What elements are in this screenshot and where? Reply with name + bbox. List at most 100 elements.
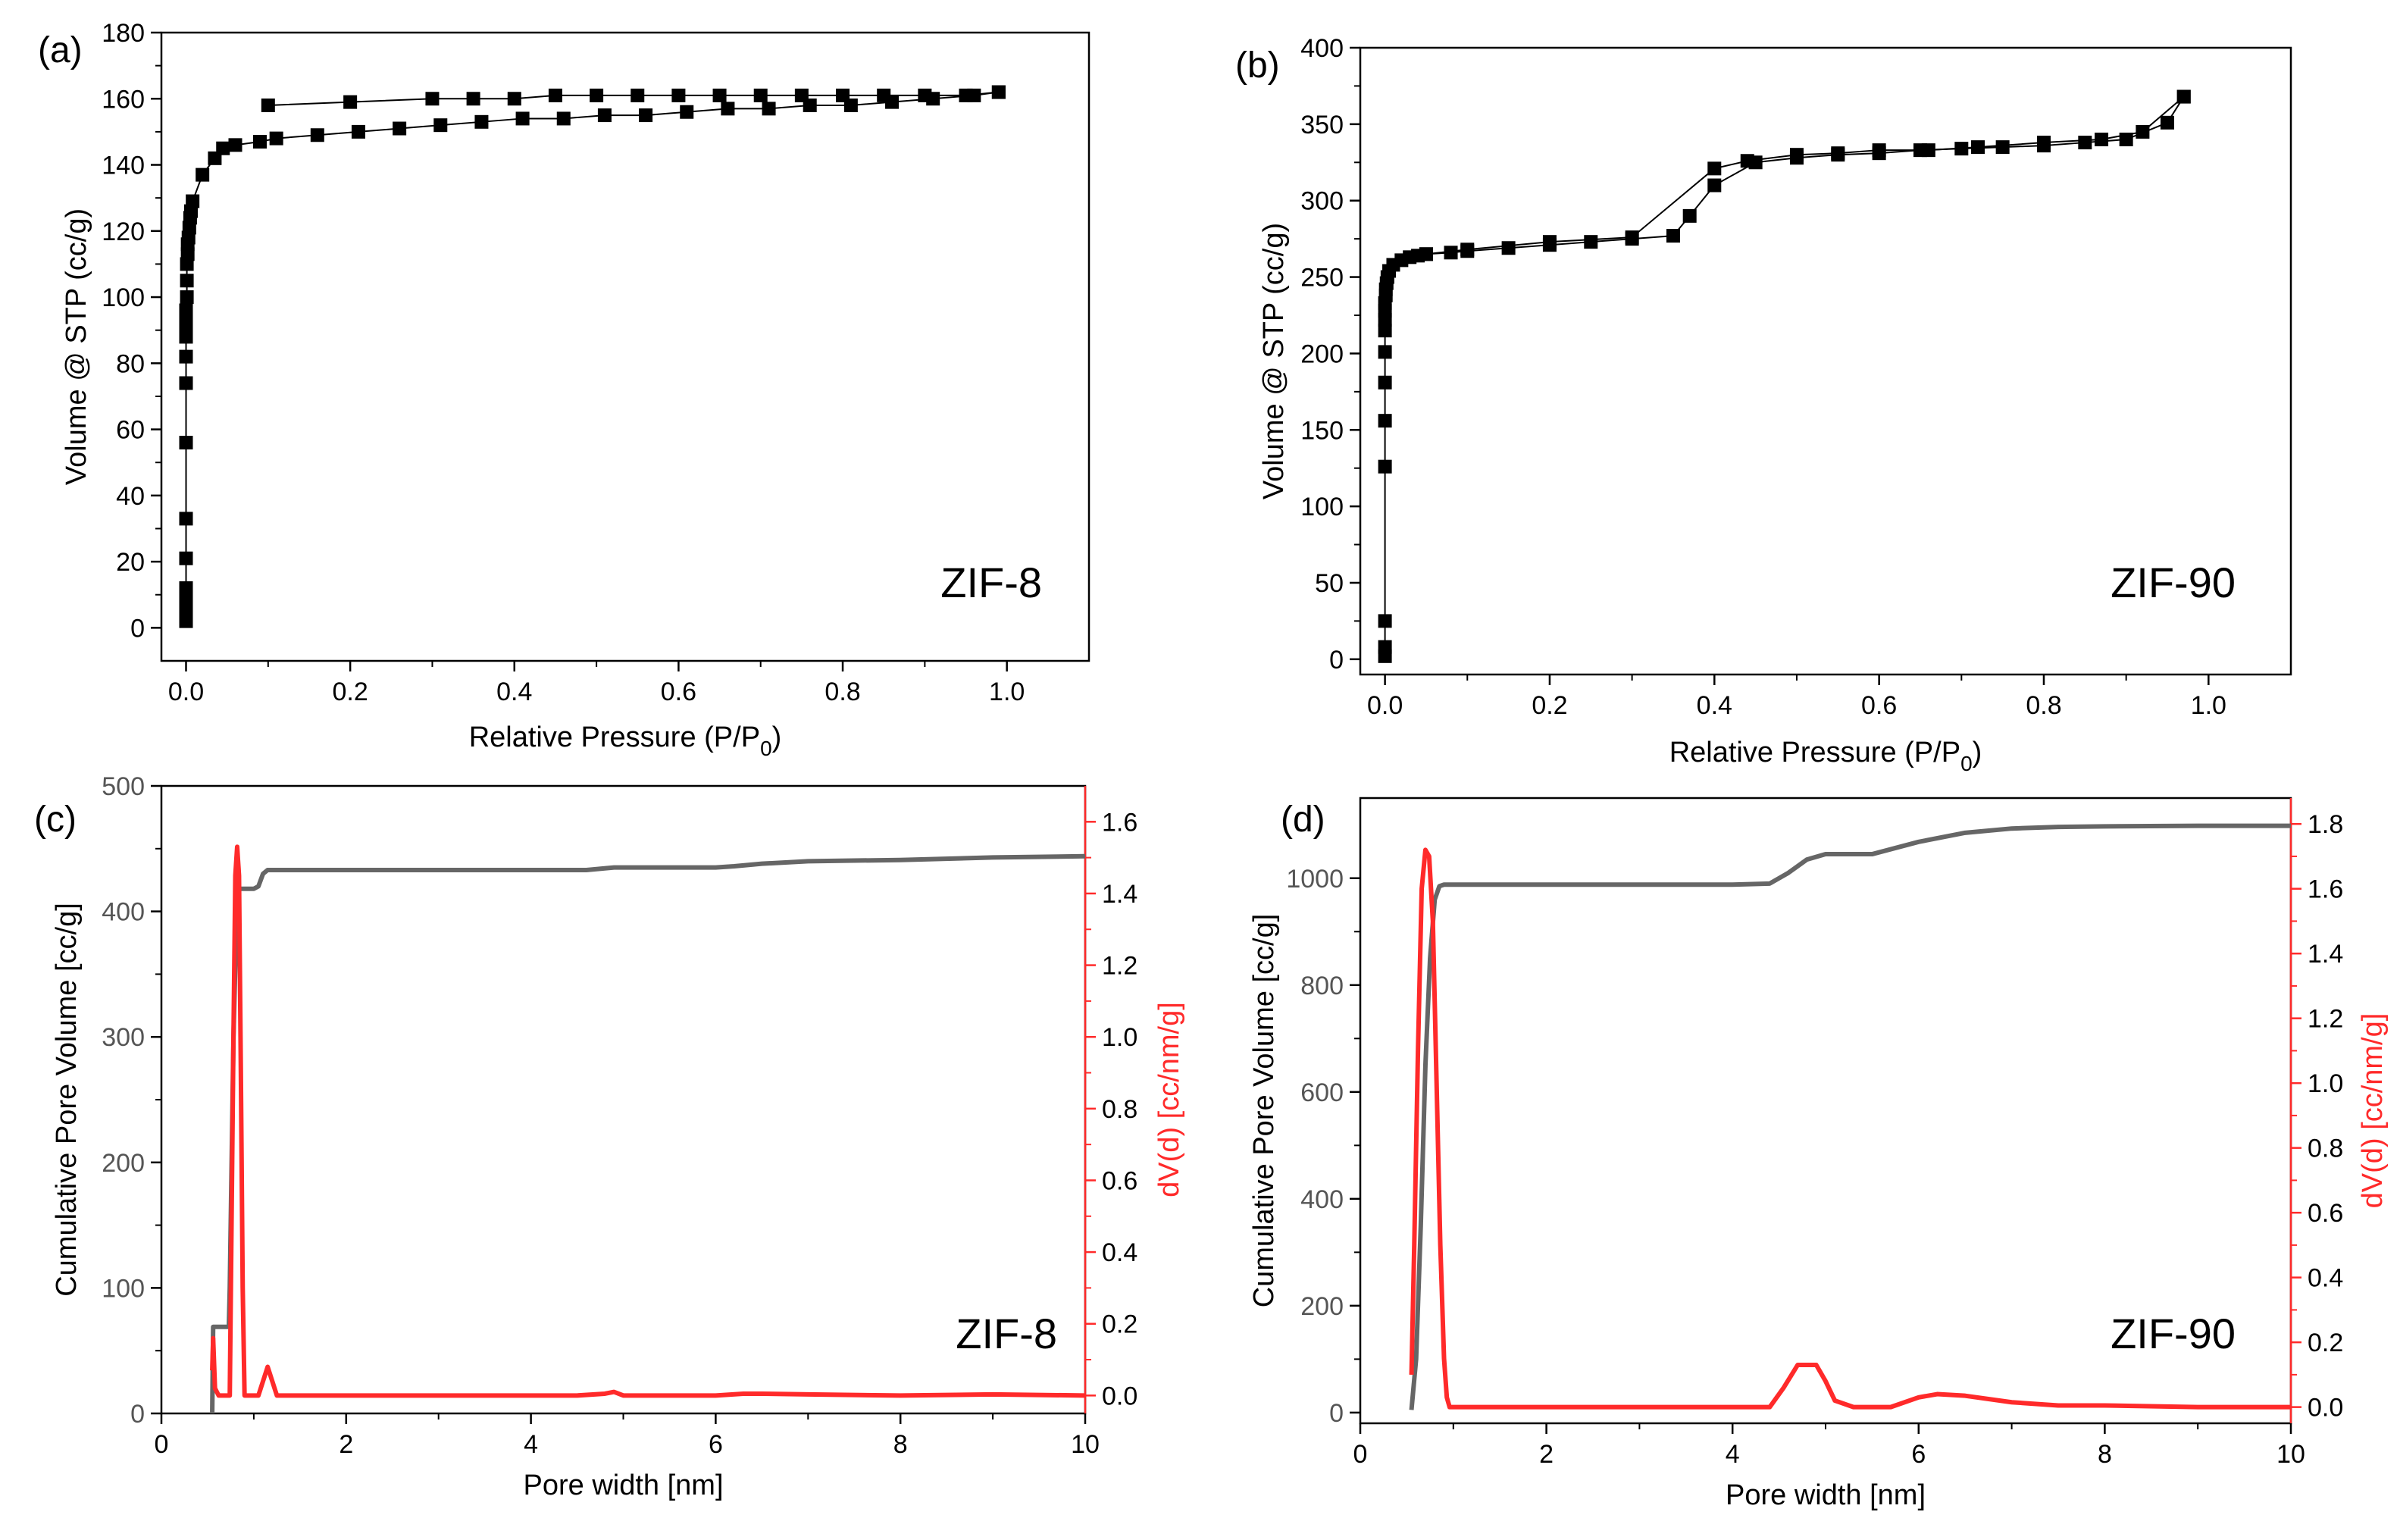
y-tick-label: 200 [1300, 340, 1344, 368]
data-point-desorption [590, 88, 604, 102]
data-point-adsorption [1378, 324, 1392, 338]
data-point-adsorption [186, 194, 200, 208]
data-point-desorption [261, 98, 275, 112]
data-point-desorption [631, 88, 645, 102]
y2-tick-label: 1.0 [2308, 1069, 2343, 1098]
panel-label: (c) [34, 800, 77, 840]
data-point-adsorption [180, 274, 194, 288]
x-tick-label: 0.0 [168, 678, 204, 706]
panel-2: 0 2 4 6 8 1001002003004005000.00.20.40.60.81.… [34, 772, 1185, 1501]
data-point-desorption [425, 92, 440, 106]
x-tick-label: 0.2 [1532, 691, 1567, 720]
y2-tick-label: 0.6 [1102, 1166, 1137, 1195]
isotherm-line-desorption [1425, 95, 2185, 255]
y-tick-label: 100 [102, 1274, 145, 1303]
sample-label: ZIF-8 [940, 559, 1042, 606]
y-tick-label: 1000 [1286, 865, 1344, 894]
data-point-desorption [2095, 133, 2109, 147]
y2-tick-label: 0.6 [2308, 1199, 2343, 1228]
data-point-desorption [918, 88, 932, 102]
y2-axis-label: dV(d) [cc/nm/g] [1153, 1002, 1185, 1197]
y2-tick-label: 1.6 [1102, 808, 1137, 837]
panel-label: (a) [38, 30, 83, 70]
x-axis-label: Pore width [nm] [1726, 1479, 1926, 1511]
data-point-desorption [712, 88, 727, 102]
data-point-adsorption [1378, 345, 1392, 359]
x-tick-label: 0.6 [1861, 691, 1897, 720]
x-tick-label: 0.8 [2026, 691, 2061, 720]
x-axis-label-sub: 0 [760, 737, 772, 760]
data-point-adsorption [762, 102, 776, 116]
y-tick-label: 60 [116, 416, 145, 445]
x-tick-label: 0.0 [1367, 691, 1403, 720]
data-point-adsorption [310, 128, 324, 142]
y-tick-label: 40 [116, 482, 145, 511]
data-point-adsorption [1666, 229, 1680, 243]
data-point-adsorption [179, 376, 193, 390]
data-point-adsorption [1584, 235, 1598, 249]
y-axis-label: Cumulative Pore Volume [cc/g] [51, 903, 83, 1297]
panel-0: 0.0 0.2 0.4 0.6 0.8 1.0 0 20 40 60 80 100 120 140 160 1… [38, 19, 1090, 760]
y2-tick-label: 0.0 [2308, 1394, 2343, 1423]
y-tick-label: 400 [1300, 34, 1344, 63]
y2-tick-label: 0.0 [1102, 1382, 1137, 1410]
x-tick-label: 8 [893, 1430, 908, 1459]
plot-frame [160, 784, 1087, 1415]
data-point-desorption [959, 88, 973, 102]
data-point-adsorption [179, 316, 193, 330]
y-tick-label: 160 [102, 85, 145, 114]
data-point-adsorption [180, 290, 194, 305]
data-point-adsorption [556, 111, 571, 126]
y2-tick-label: 0.4 [1102, 1238, 1137, 1267]
x-tick-label: 1.0 [2191, 691, 2226, 720]
psd-line [210, 844, 1086, 1398]
y2-tick-label: 1.2 [1102, 952, 1137, 981]
x-tick-label: 6 [709, 1430, 723, 1459]
y-tick-label: 400 [1300, 1185, 1344, 1214]
y-tick-label: 0 [130, 1400, 145, 1429]
data-point-adsorption [269, 131, 283, 146]
x-tick-label: 6 [1911, 1440, 1926, 1469]
data-point-desorption [2136, 124, 2150, 139]
data-point-adsorption [474, 114, 489, 129]
x-tick-label: 0.4 [1697, 691, 1732, 720]
y-tick-label: 300 [102, 1023, 145, 1052]
x-axis-label: Relative Pressure (P/P0) [469, 721, 782, 760]
data-point-adsorption [1444, 246, 1458, 260]
data-point-adsorption [1707, 178, 1722, 192]
x-tick-label: 0.8 [825, 678, 860, 706]
data-point-adsorption [252, 134, 267, 149]
x-tick-label: 0.6 [661, 678, 696, 706]
data-point-adsorption [179, 349, 193, 364]
y-tick-label: 150 [1300, 416, 1344, 445]
x-tick-label: 0 [1353, 1440, 1368, 1469]
y-axis-label: Volume @ STP (cc/g) [1258, 223, 1290, 499]
data-point-adsorption [179, 436, 193, 450]
y2-tick-label: 0.2 [1102, 1310, 1137, 1339]
data-point-adsorption [216, 141, 230, 155]
y2-tick-label: 1.6 [2308, 875, 2343, 904]
data-point-adsorption [393, 121, 407, 136]
y-tick-label: 100 [1300, 493, 1344, 521]
data-point-desorption [836, 88, 850, 102]
data-point-adsorption [1501, 241, 1516, 255]
sample-label: ZIF-8 [956, 1310, 1057, 1357]
y2-tick-label: 1.0 [1102, 1023, 1137, 1052]
x-axis-label-sub: 0 [1960, 752, 1973, 775]
data-point-adsorption [179, 604, 193, 618]
data-point-desorption [343, 95, 358, 109]
x-axis-label-end: ) [1973, 737, 1982, 768]
y-tick-label: 180 [102, 19, 145, 48]
data-point-adsorption [1378, 459, 1392, 474]
data-point-desorption [548, 88, 562, 102]
data-point-adsorption [179, 512, 193, 526]
x-tick-label: 0 [155, 1430, 169, 1459]
sample-label: ZIF-90 [2111, 559, 2236, 606]
isotherm-line-adsorption [1384, 96, 2185, 656]
plot-frame [160, 31, 1090, 662]
x-axis-label-main: Relative Pressure (P/P [469, 721, 760, 753]
data-point-desorption [1419, 247, 1433, 261]
panel-3: 0 2 4 6 8 10 0 200 400 600 800 1000 0.0 0.2 0.4 0.6 0.8 1… [1248, 797, 2389, 1511]
data-point-desorption [1542, 235, 1557, 249]
